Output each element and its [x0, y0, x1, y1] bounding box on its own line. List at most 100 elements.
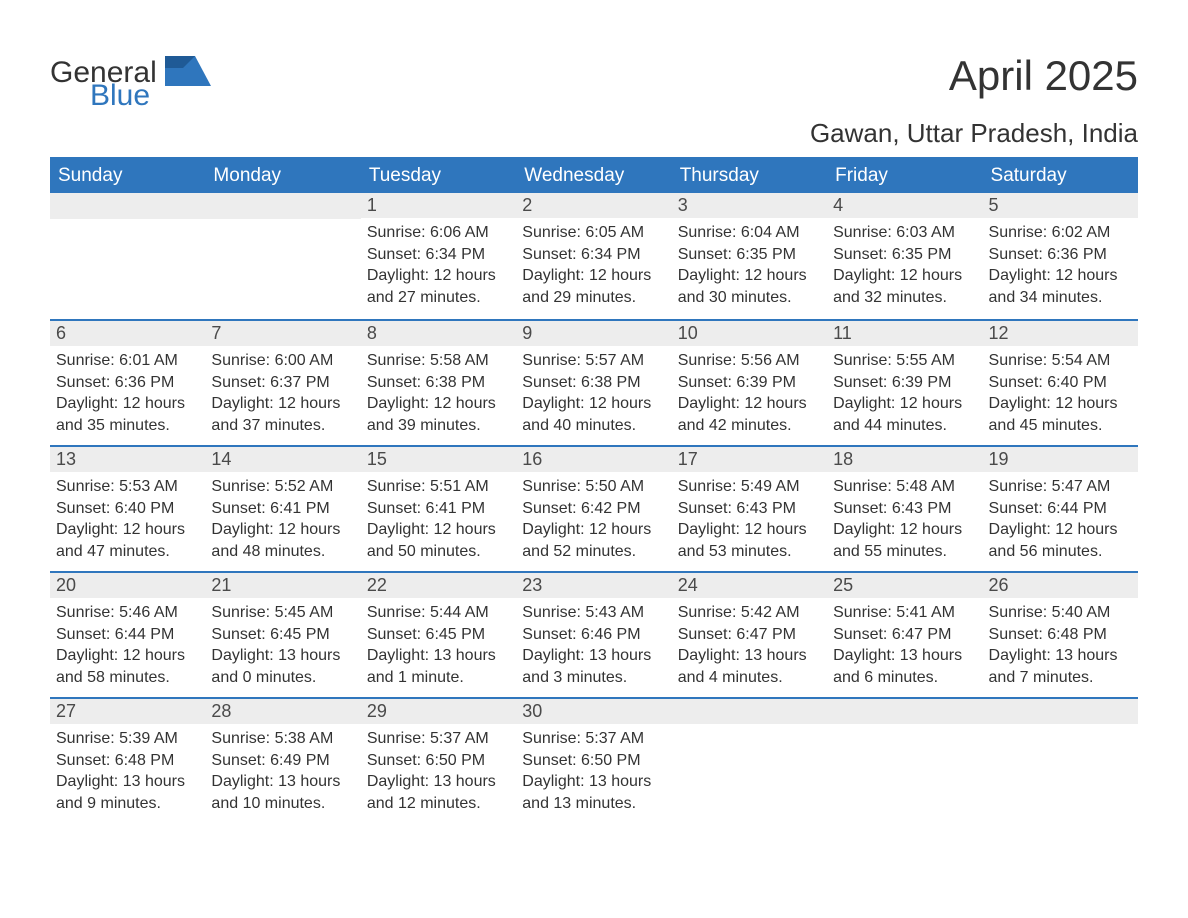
day-number: 19 [983, 445, 1138, 472]
day-number: 9 [516, 319, 671, 346]
column-header: Tuesday [361, 158, 516, 193]
column-header: Wednesday [516, 158, 671, 193]
calendar-header: SundayMondayTuesdayWednesdayThursdayFrid… [50, 158, 1138, 193]
logo-flag-icon [165, 56, 211, 86]
day-d1: Daylight: 12 hours [833, 265, 976, 287]
day-number: 18 [827, 445, 982, 472]
day-d2: and 42 minutes. [678, 415, 821, 437]
day-number: 21 [205, 571, 360, 598]
day-sunrise: Sunrise: 5:37 AM [522, 728, 665, 750]
day-details: Sunrise: 5:53 AMSunset: 6:40 PMDaylight:… [50, 472, 205, 568]
day-details: Sunrise: 5:45 AMSunset: 6:45 PMDaylight:… [205, 598, 360, 694]
day-sunrise: Sunrise: 6:02 AM [989, 222, 1132, 244]
day-details: Sunrise: 5:57 AMSunset: 6:38 PMDaylight:… [516, 346, 671, 442]
day-details: Sunrise: 6:02 AMSunset: 6:36 PMDaylight:… [983, 218, 1138, 314]
day-d2: and 40 minutes. [522, 415, 665, 437]
day-sunset: Sunset: 6:45 PM [367, 624, 510, 646]
day-number: 7 [205, 319, 360, 346]
day-details: Sunrise: 5:41 AMSunset: 6:47 PMDaylight:… [827, 598, 982, 694]
day-d1: Daylight: 12 hours [367, 519, 510, 541]
day-number: 26 [983, 571, 1138, 598]
logo-word2: Blue [90, 82, 150, 111]
day-sunset: Sunset: 6:34 PM [367, 244, 510, 266]
day-d2: and 10 minutes. [211, 793, 354, 815]
day-d2: and 50 minutes. [367, 541, 510, 563]
calendar-week: 13Sunrise: 5:53 AMSunset: 6:40 PMDayligh… [50, 445, 1138, 571]
day-details: Sunrise: 5:48 AMSunset: 6:43 PMDaylight:… [827, 472, 982, 568]
day-number: 3 [672, 193, 827, 218]
day-number: 15 [361, 445, 516, 472]
header-row: General Blue April 2025 Gawan, Uttar Pra… [50, 52, 1138, 149]
day-sunrise: Sunrise: 5:49 AM [678, 476, 821, 498]
day-details: Sunrise: 5:58 AMSunset: 6:38 PMDaylight:… [361, 346, 516, 442]
calendar-day: 25Sunrise: 5:41 AMSunset: 6:47 PMDayligh… [827, 571, 982, 697]
day-details: Sunrise: 5:37 AMSunset: 6:50 PMDaylight:… [516, 724, 671, 820]
day-d2: and 32 minutes. [833, 287, 976, 309]
day-details: Sunrise: 5:40 AMSunset: 6:48 PMDaylight:… [983, 598, 1138, 694]
day-number: 5 [983, 193, 1138, 218]
calendar-day: 30Sunrise: 5:37 AMSunset: 6:50 PMDayligh… [516, 697, 671, 823]
calendar-day: 22Sunrise: 5:44 AMSunset: 6:45 PMDayligh… [361, 571, 516, 697]
day-sunrise: Sunrise: 6:00 AM [211, 350, 354, 372]
day-d1: Daylight: 13 hours [678, 645, 821, 667]
day-sunrise: Sunrise: 6:05 AM [522, 222, 665, 244]
day-d1: Daylight: 12 hours [678, 265, 821, 287]
day-sunset: Sunset: 6:42 PM [522, 498, 665, 520]
day-number: 16 [516, 445, 671, 472]
calendar-day: 29Sunrise: 5:37 AMSunset: 6:50 PMDayligh… [361, 697, 516, 823]
day-d1: Daylight: 13 hours [211, 771, 354, 793]
day-details: Sunrise: 5:37 AMSunset: 6:50 PMDaylight:… [361, 724, 516, 820]
day-sunset: Sunset: 6:48 PM [56, 750, 199, 772]
day-d1: Daylight: 13 hours [211, 645, 354, 667]
day-sunset: Sunset: 6:38 PM [522, 372, 665, 394]
day-sunset: Sunset: 6:43 PM [833, 498, 976, 520]
day-details: Sunrise: 5:52 AMSunset: 6:41 PMDaylight:… [205, 472, 360, 568]
calendar-day: 21Sunrise: 5:45 AMSunset: 6:45 PMDayligh… [205, 571, 360, 697]
day-d2: and 56 minutes. [989, 541, 1132, 563]
title-block: April 2025 Gawan, Uttar Pradesh, India [810, 52, 1138, 149]
day-number: 28 [205, 697, 360, 724]
day-sunrise: Sunrise: 5:58 AM [367, 350, 510, 372]
day-d1: Daylight: 13 hours [367, 771, 510, 793]
day-details: Sunrise: 6:04 AMSunset: 6:35 PMDaylight:… [672, 218, 827, 314]
day-details: Sunrise: 5:46 AMSunset: 6:44 PMDaylight:… [50, 598, 205, 694]
day-number: 12 [983, 319, 1138, 346]
day-sunset: Sunset: 6:36 PM [56, 372, 199, 394]
day-details: Sunrise: 6:03 AMSunset: 6:35 PMDaylight:… [827, 218, 982, 314]
day-d1: Daylight: 13 hours [522, 771, 665, 793]
day-number: 13 [50, 445, 205, 472]
day-d2: and 12 minutes. [367, 793, 510, 815]
calendar-day: 18Sunrise: 5:48 AMSunset: 6:43 PMDayligh… [827, 445, 982, 571]
day-d1: Daylight: 12 hours [522, 519, 665, 541]
calendar-body: 1Sunrise: 6:06 AMSunset: 6:34 PMDaylight… [50, 193, 1138, 823]
calendar-day: 3Sunrise: 6:04 AMSunset: 6:35 PMDaylight… [672, 193, 827, 319]
calendar-day: 10Sunrise: 5:56 AMSunset: 6:39 PMDayligh… [672, 319, 827, 445]
day-details: Sunrise: 5:42 AMSunset: 6:47 PMDaylight:… [672, 598, 827, 694]
day-d2: and 0 minutes. [211, 667, 354, 689]
column-header: Friday [827, 158, 982, 193]
calendar-day: 16Sunrise: 5:50 AMSunset: 6:42 PMDayligh… [516, 445, 671, 571]
day-d2: and 47 minutes. [56, 541, 199, 563]
day-sunrise: Sunrise: 5:46 AM [56, 602, 199, 624]
day-number: 22 [361, 571, 516, 598]
day-sunset: Sunset: 6:39 PM [833, 372, 976, 394]
day-d1: Daylight: 13 hours [989, 645, 1132, 667]
calendar-week: 6Sunrise: 6:01 AMSunset: 6:36 PMDaylight… [50, 319, 1138, 445]
day-sunset: Sunset: 6:50 PM [367, 750, 510, 772]
day-d2: and 58 minutes. [56, 667, 199, 689]
day-number: 23 [516, 571, 671, 598]
day-details: Sunrise: 5:49 AMSunset: 6:43 PMDaylight:… [672, 472, 827, 568]
day-number: 24 [672, 571, 827, 598]
calendar-day: 13Sunrise: 5:53 AMSunset: 6:40 PMDayligh… [50, 445, 205, 571]
calendar-day: 1Sunrise: 6:06 AMSunset: 6:34 PMDaylight… [361, 193, 516, 319]
day-sunset: Sunset: 6:49 PM [211, 750, 354, 772]
day-d2: and 52 minutes. [522, 541, 665, 563]
day-number: 1 [361, 193, 516, 218]
calendar-week: 1Sunrise: 6:06 AMSunset: 6:34 PMDaylight… [50, 193, 1138, 319]
day-d1: Daylight: 12 hours [367, 265, 510, 287]
day-sunset: Sunset: 6:45 PM [211, 624, 354, 646]
day-sunrise: Sunrise: 5:41 AM [833, 602, 976, 624]
calendar-day: 27Sunrise: 5:39 AMSunset: 6:48 PMDayligh… [50, 697, 205, 823]
calendar-day: 11Sunrise: 5:55 AMSunset: 6:39 PMDayligh… [827, 319, 982, 445]
day-d2: and 29 minutes. [522, 287, 665, 309]
